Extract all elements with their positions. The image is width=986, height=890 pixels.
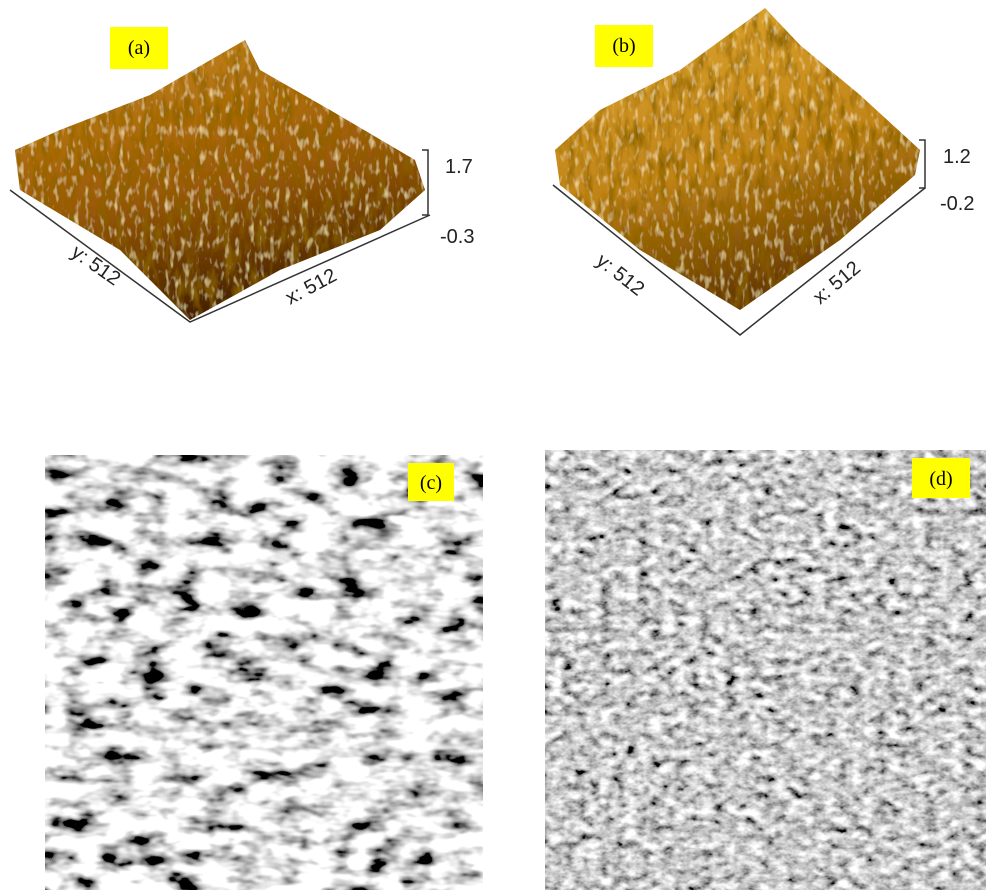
panel-b: 1.2 -0.2 y: 512 x: 512 (b): [553, 8, 974, 335]
panel-d: (d): [545, 450, 986, 890]
surface: [15, 40, 425, 320]
figure: 1.7 -0.3 y: 512 x: 512 (a) 1.2 -0.2 y: 5…: [0, 0, 986, 890]
panel-c: (c): [45, 455, 483, 890]
panel-label: (a): [128, 37, 150, 59]
panel-label: (d): [929, 468, 952, 490]
z-bottom-label: -0.3: [440, 226, 474, 248]
x-axis-label: x: 512: [282, 264, 340, 309]
z-top-label: 1.7: [445, 156, 473, 178]
x-axis-label: x: 512: [809, 257, 865, 309]
image: [545, 450, 986, 890]
panel-label: (c): [420, 472, 442, 494]
panel-a: 1.7 -0.3 y: 512 x: 512 (a): [10, 27, 474, 322]
z-bottom-label: -0.2: [940, 193, 974, 215]
image: [45, 455, 483, 890]
y-axis-label: y: 512: [592, 250, 648, 301]
z-axis: [422, 150, 428, 215]
z-axis: [919, 140, 925, 188]
z-top-label: 1.2: [943, 146, 971, 168]
y-axis-label: y: 512: [67, 241, 124, 290]
panel-label: (b): [612, 35, 635, 57]
